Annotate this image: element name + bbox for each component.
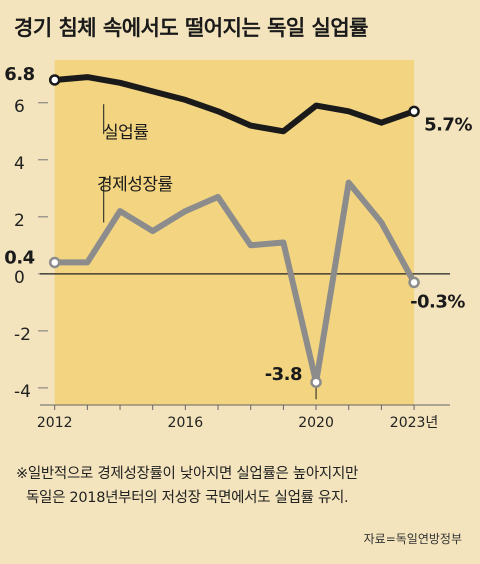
point-marker <box>310 376 322 388</box>
point-marker <box>48 74 61 86</box>
y-tick-label: 2 <box>14 211 25 231</box>
y-tick-label: 4 <box>14 154 25 174</box>
footnote-line-1: ※일반적으로 경제성장률이 낮아지면 실업률은 높아지지만 <box>16 466 359 482</box>
y-tick-label: 6 <box>14 97 25 117</box>
point-marker <box>408 276 420 289</box>
y-tick-label: -4 <box>14 382 31 402</box>
data-label: 5.7% <box>424 114 472 135</box>
data-label: -0.3% <box>410 291 465 312</box>
y-tick-label: 0 <box>14 268 25 288</box>
x-tick-label: 2020 <box>298 415 334 431</box>
x-tick-label: 2023년 <box>390 415 439 431</box>
point-marker <box>48 256 61 269</box>
gdp-series-label: 경제성장률 <box>97 175 173 195</box>
data-label: -3.8 <box>265 364 302 385</box>
gdp-growth-line <box>51 179 418 386</box>
unemployment-series-label: 실업률 <box>103 123 148 143</box>
unemployment-rate-line <box>51 74 418 135</box>
data-label: 6.8 <box>4 64 34 85</box>
footnote-line-2: 독일은 2018년부터의 저성장 국면에서도 실업률 유지. <box>26 490 349 506</box>
chart-title: 경기 침체 속에서도 떨어지는 독일 실업률 <box>14 16 369 40</box>
data-label: 0.4 <box>4 247 34 268</box>
x-tick-label: 2016 <box>168 415 204 431</box>
x-tick-label: 2012 <box>37 415 73 431</box>
point-marker <box>408 105 420 118</box>
footnote: ※일반적으로 경제성장률이 낮아지면 실업률은 높아지지만 독일은 2018년부… <box>16 462 358 510</box>
source-credit: 자료=독일연방정부 <box>363 532 462 546</box>
y-tick-label: -2 <box>14 325 31 345</box>
